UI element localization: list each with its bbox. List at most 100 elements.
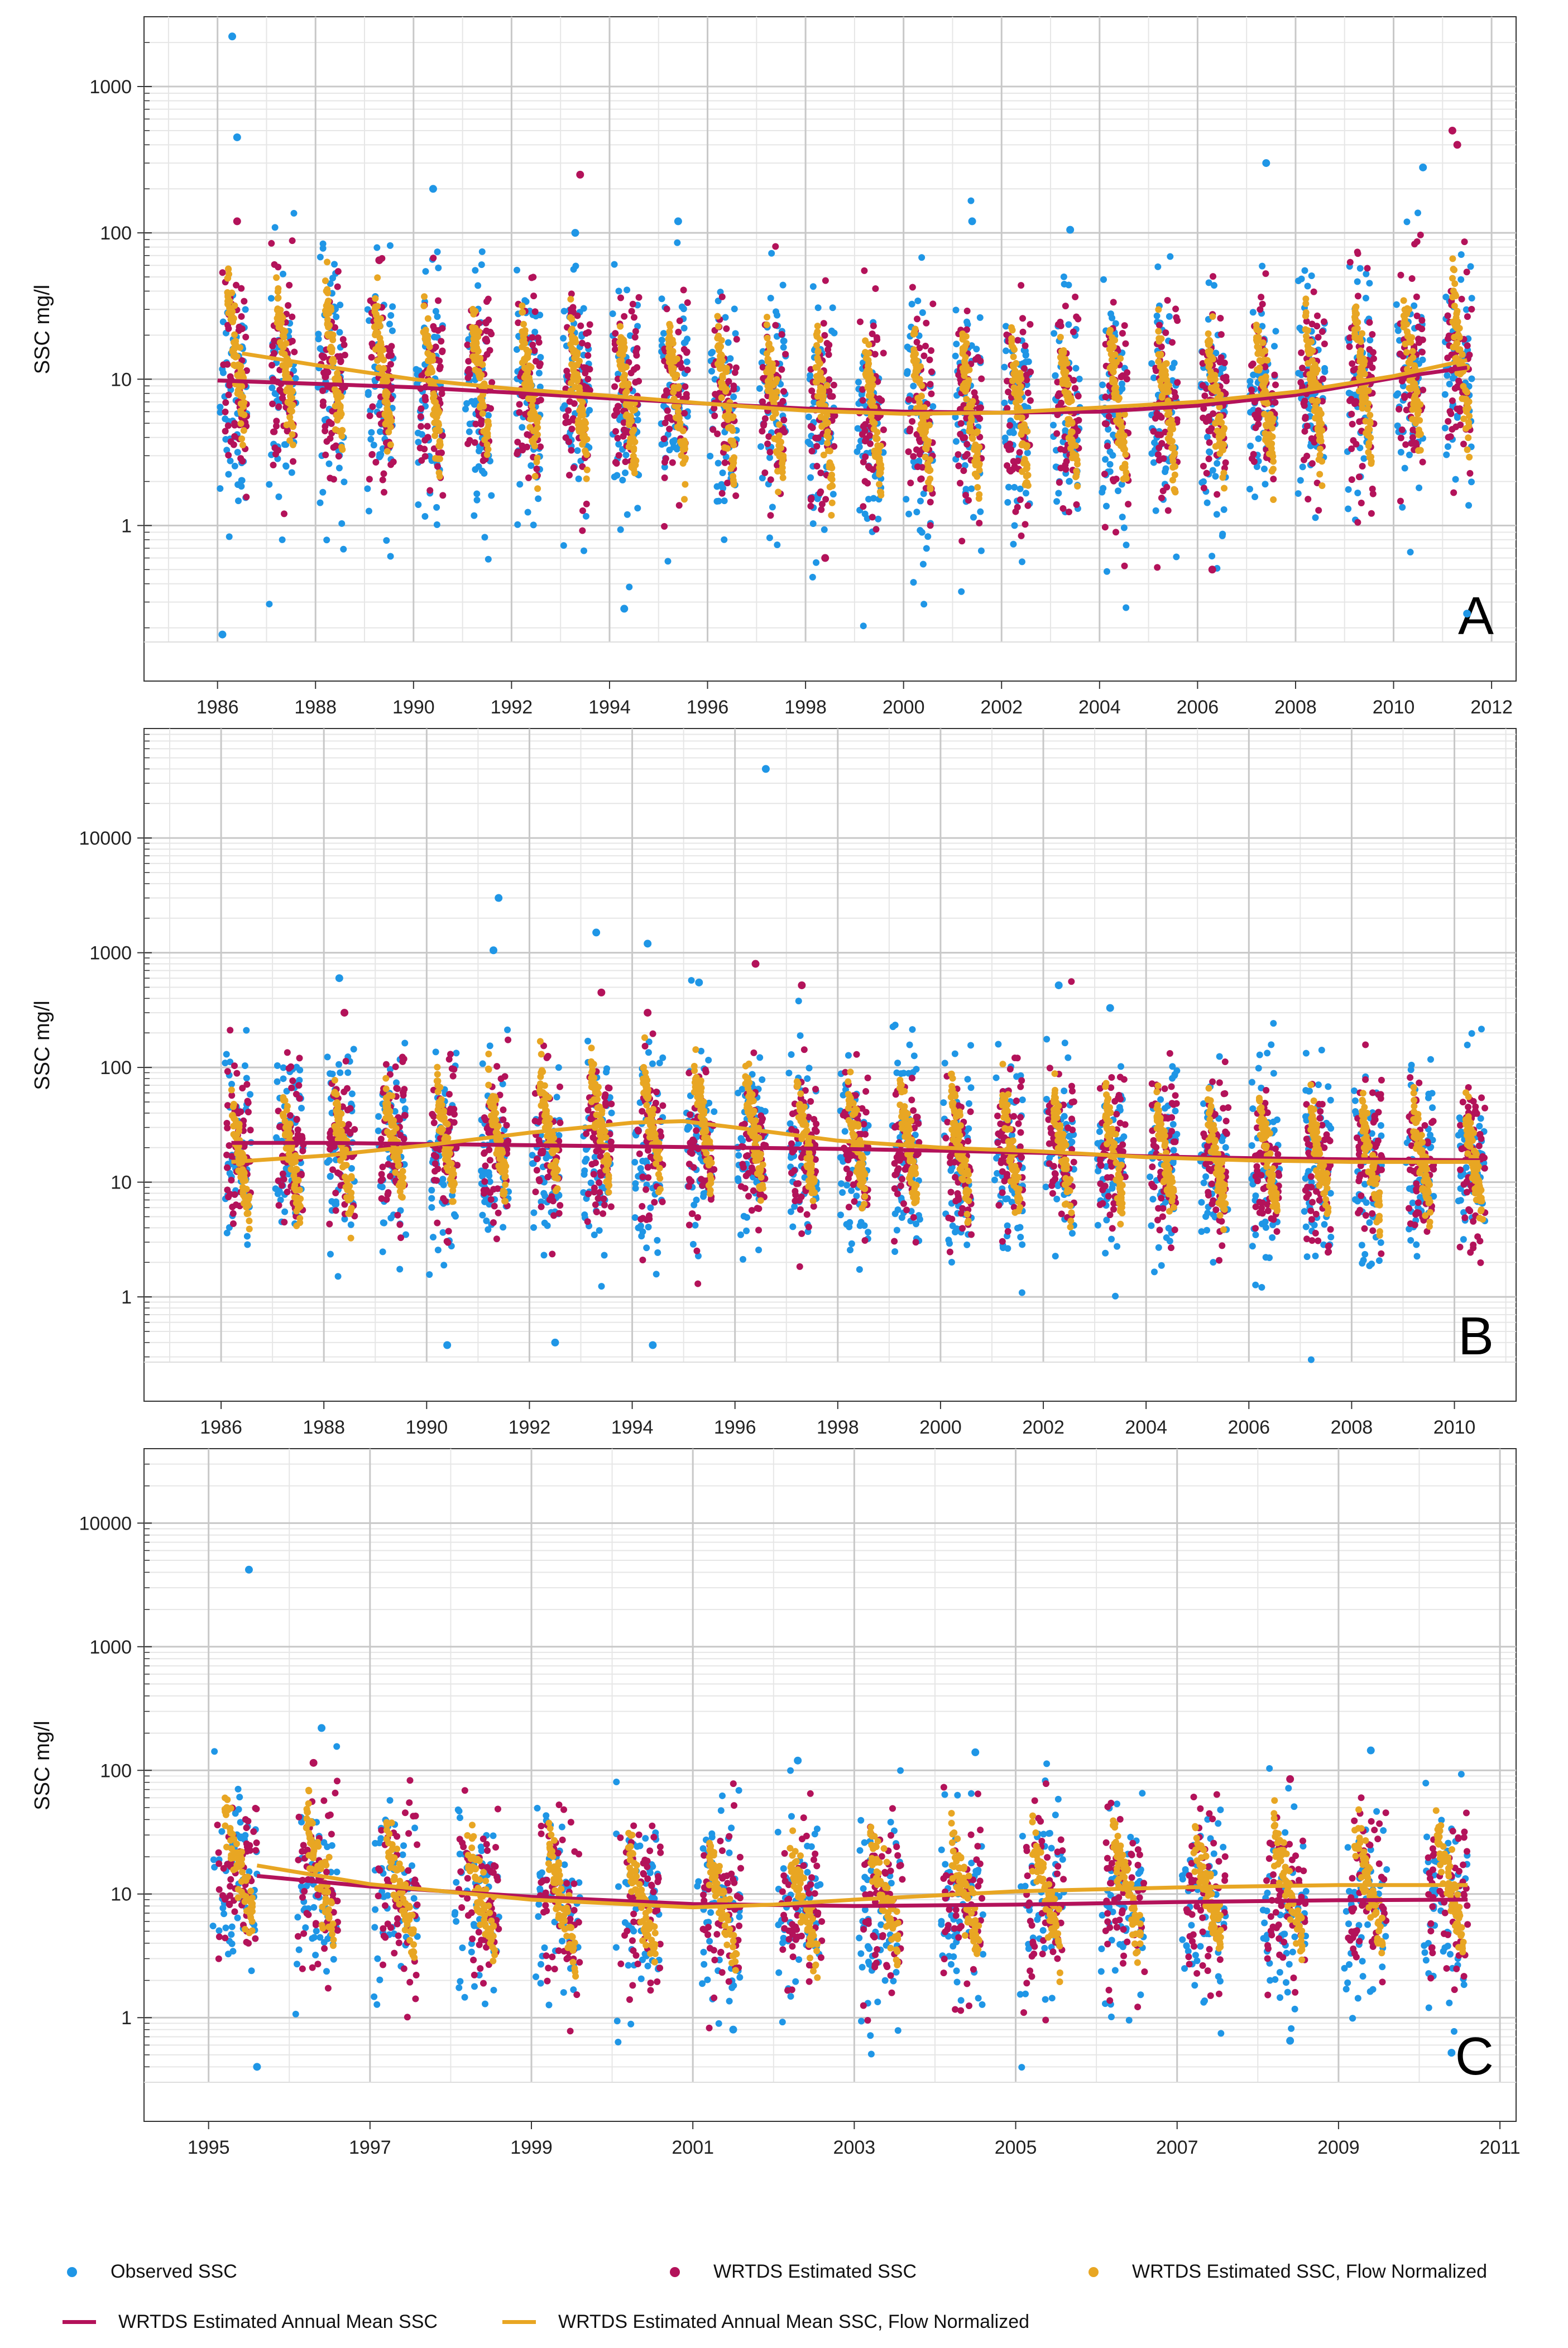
estimated-point <box>368 354 375 361</box>
estimated-point <box>1200 485 1207 492</box>
observed-point <box>813 559 820 566</box>
observed-outlier <box>1463 610 1471 618</box>
observed-point <box>961 462 968 469</box>
estimated-point <box>269 400 276 408</box>
observed-point <box>331 261 338 268</box>
observed-point <box>581 547 588 554</box>
flow-normalized-point <box>381 398 389 405</box>
flow-normalized-point <box>485 418 492 425</box>
observed-point <box>389 303 396 310</box>
observed-point <box>340 545 347 553</box>
flow-normalized-point <box>1115 432 1122 439</box>
estimated-point <box>958 538 966 545</box>
estimated-point <box>1119 330 1126 337</box>
observed-point <box>658 295 665 303</box>
observed-point <box>415 439 422 446</box>
estimated-point <box>568 447 575 454</box>
estimated-point <box>529 341 536 348</box>
x-tick-label: 1990 <box>392 697 435 718</box>
observed-point <box>1169 364 1176 371</box>
estimated-point <box>1210 410 1217 417</box>
estimated-point <box>1203 469 1210 477</box>
flow-normalized-point <box>1451 266 1458 274</box>
estimated-point <box>676 317 683 324</box>
estimated-point <box>817 469 824 477</box>
flow-normalized-point <box>718 352 725 359</box>
observed-point <box>821 526 828 533</box>
flow-normalized-point <box>675 408 682 415</box>
observed-point <box>811 399 818 406</box>
estimated-point <box>523 443 530 451</box>
flow-normalized-point <box>420 302 428 309</box>
estimated-point <box>230 441 237 448</box>
estimated-point <box>1005 389 1012 396</box>
observed-point <box>1118 481 1125 488</box>
estimated-point <box>1450 489 1457 496</box>
flow-normalized-point <box>1059 365 1067 372</box>
estimated-point <box>530 293 538 300</box>
flow-normalized-point <box>477 395 484 402</box>
flow-normalized-point <box>1155 328 1162 335</box>
estimated-point <box>1346 258 1354 266</box>
estimated-point <box>1444 312 1451 319</box>
flow-normalized-point <box>1009 377 1016 385</box>
estimated-point <box>579 463 586 470</box>
flow-normalized-point <box>1165 419 1172 427</box>
flow-normalized-point <box>1400 297 1407 304</box>
estimated-point <box>582 364 589 371</box>
observed-point <box>1251 493 1259 500</box>
observed-point <box>1220 506 1227 513</box>
observed-point <box>917 497 924 505</box>
observed-point <box>1002 323 1009 330</box>
estimated-point <box>1445 418 1452 425</box>
flow-normalized-point <box>1270 496 1277 503</box>
flow-normalized-point <box>1162 382 1169 390</box>
estimated-point <box>1056 479 1063 486</box>
observed-point <box>910 579 917 586</box>
flow-normalized-point <box>1015 390 1023 397</box>
observed-point <box>1301 267 1308 274</box>
observed-point <box>462 405 469 413</box>
estimated-point <box>1011 463 1018 470</box>
estimated-point <box>319 398 327 405</box>
flow-normalized-point <box>376 323 383 330</box>
observed-point <box>1411 302 1418 309</box>
observed-point <box>1065 281 1072 289</box>
estimated-point <box>1062 461 1069 468</box>
estimated-point <box>1101 471 1108 478</box>
flow-normalized-point <box>1109 378 1116 386</box>
observed-point <box>271 224 279 231</box>
observed-point <box>683 358 691 366</box>
estimated-point <box>322 451 329 458</box>
estimated-point <box>1217 354 1225 361</box>
observed-point <box>673 445 680 453</box>
flow-normalized-point <box>679 446 687 453</box>
estimated-point <box>1016 449 1023 456</box>
estimated-point <box>928 390 935 397</box>
flow-normalized-point <box>581 418 588 425</box>
estimated-point <box>237 455 244 462</box>
observed-point <box>1103 568 1110 575</box>
estimated-point <box>874 336 881 343</box>
flow-normalized-point <box>1259 339 1267 346</box>
observed-point <box>856 443 863 451</box>
flow-normalized-point <box>918 392 925 400</box>
estimated-point <box>1006 421 1013 429</box>
estimated-point <box>614 434 621 442</box>
observed-point <box>722 314 729 321</box>
observed-point <box>664 558 672 565</box>
flow-normalized-point <box>769 393 776 400</box>
observed-point <box>1107 310 1114 318</box>
estimated-point <box>611 383 618 390</box>
flow-normalized-point <box>1417 430 1424 438</box>
estimated-point <box>1397 271 1404 279</box>
estimated-point <box>772 243 779 250</box>
estimated-point <box>926 356 933 363</box>
flow-normalized-point <box>239 442 246 449</box>
flow-normalized-point <box>621 375 628 382</box>
estimated-point <box>1297 379 1305 386</box>
estimated-point <box>1172 305 1179 313</box>
estimated-point <box>515 319 522 327</box>
estimated-point <box>1217 315 1224 322</box>
estimated-point <box>483 327 490 334</box>
